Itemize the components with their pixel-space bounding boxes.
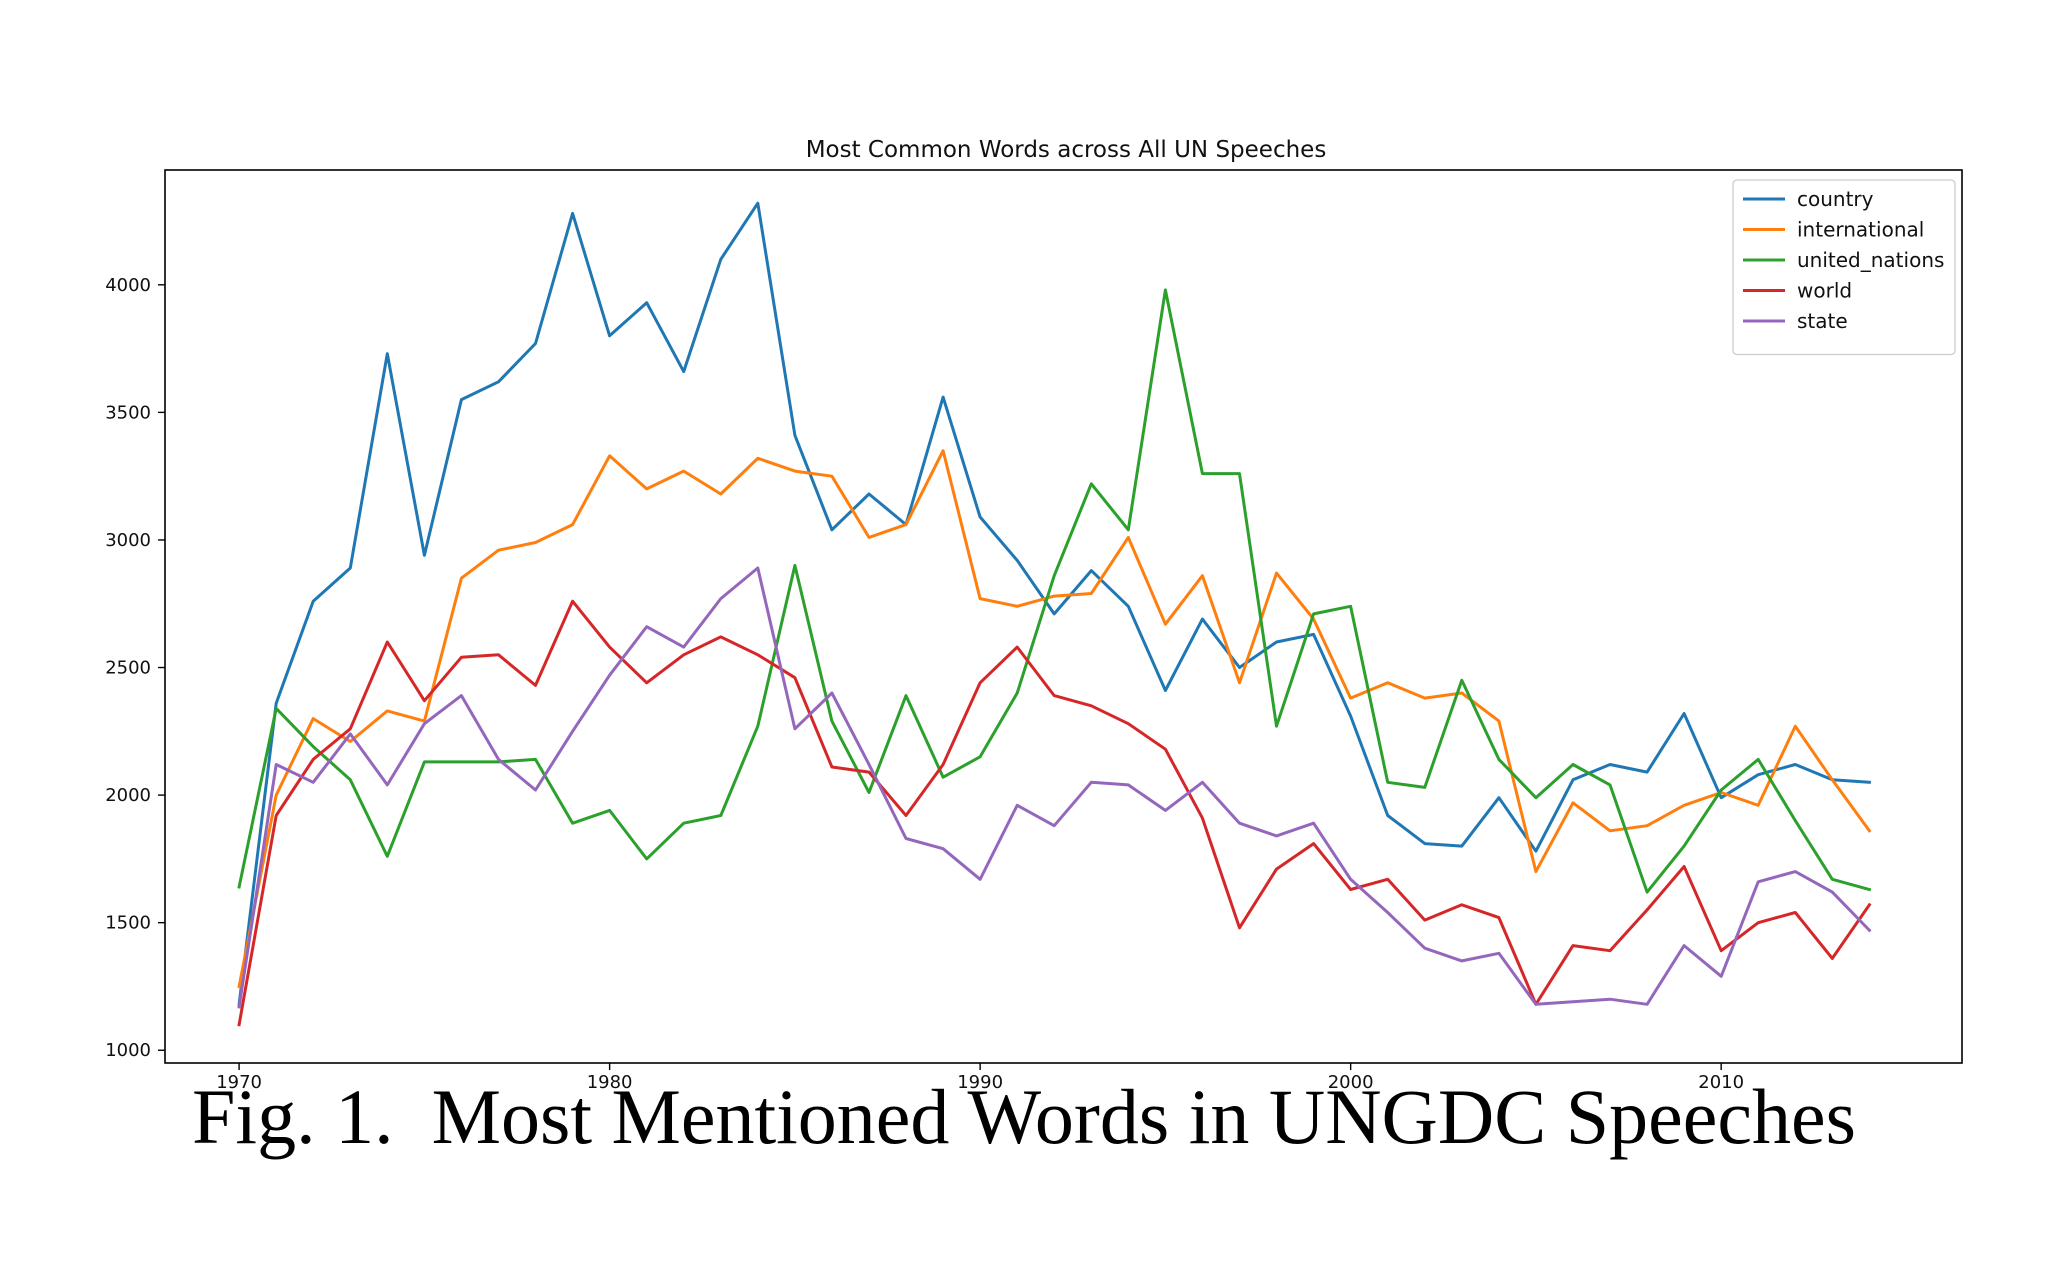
series-line-united-nations: [237, 288, 1872, 894]
y-tick-label: 1500: [105, 913, 151, 934]
legend-label-world: world: [1797, 279, 1852, 303]
y-tick-label: 2000: [105, 785, 151, 806]
figure-caption-text: Most Mentioned Words in UNGDC Speeches: [431, 1073, 1856, 1160]
plot-frame: [164, 169, 1963, 1064]
x-tick-label: 1970: [216, 1072, 262, 1093]
axes: 1970 1980 1990 2000 2010 1000 1500 2000 2500 3000…: [105, 169, 1963, 1093]
series-line-country: [237, 201, 1871, 1006]
y-tick-label: 3000: [105, 530, 151, 551]
y-tick-label: 4000: [105, 275, 151, 296]
series-layer: [237, 201, 1872, 1027]
series-line-state: [237, 566, 1872, 1009]
legend-label-country: country: [1797, 187, 1874, 211]
figure-caption-number: Fig. 1.: [192, 1073, 394, 1160]
x-tick-label: 1980: [587, 1072, 633, 1093]
series-line-world: [237, 599, 1872, 1027]
y-tick-label: 1000: [105, 1040, 151, 1061]
x-tick-label: 1990: [957, 1072, 1003, 1093]
y-tick-label: 2500: [105, 658, 151, 679]
legend-label-united-nations: united_nations: [1797, 248, 1944, 272]
chart-title: Most Common Words across All UN Speeches: [806, 137, 1327, 163]
legend-label-international: international: [1797, 218, 1924, 242]
legend-label-state: state: [1797, 309, 1848, 333]
y-tick-label: 3500: [105, 402, 151, 423]
series-line-international: [237, 449, 1872, 989]
x-tick-label: 2010: [1698, 1072, 1744, 1093]
legend-box: [1732, 179, 1956, 356]
figure-caption: Fig. 1. Most Mentioned Words in UNGDC Spe…: [0, 1078, 2048, 1156]
x-tick-label: 2000: [1328, 1072, 1374, 1093]
